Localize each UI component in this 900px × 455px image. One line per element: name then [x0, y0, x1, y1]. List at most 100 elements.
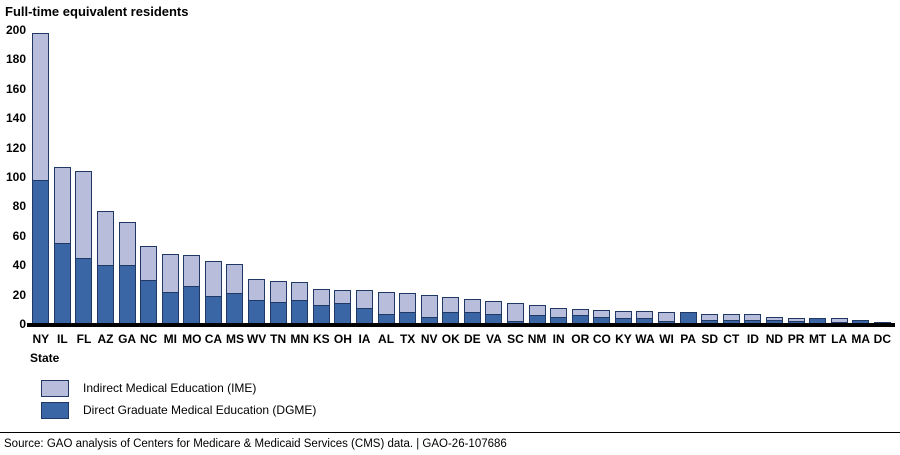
x-tick-label: WA: [635, 332, 655, 346]
legend: Indirect Medical Education (IME) Direct …: [41, 378, 316, 422]
ime-segment: [53, 167, 71, 243]
bar-ok: [442, 297, 460, 324]
ime-segment: [312, 289, 330, 305]
x-tick-label: MA: [851, 332, 871, 346]
x-tick-label: KS: [312, 332, 330, 346]
bar-fl: [75, 171, 93, 324]
bar-tn: [269, 281, 287, 324]
y-tick-label: 20: [12, 287, 26, 302]
bar-sc: [507, 303, 524, 324]
y-tick-label: 160: [5, 81, 26, 96]
ime-segment: [140, 246, 158, 280]
ime-segment: [722, 314, 740, 320]
legend-label-dgme: Direct Graduate Medical Education (DGME): [83, 403, 317, 417]
bar-column: [181, 30, 203, 324]
y-tick-label: 200: [5, 23, 26, 37]
ime-segment: [291, 282, 309, 300]
bar-nc: [140, 246, 158, 324]
bar-nv: [420, 295, 438, 324]
ime-segment: [765, 317, 783, 320]
x-tick-label: SD: [701, 332, 719, 346]
x-tick-label: OK: [441, 332, 460, 346]
ime-segment: [355, 290, 373, 308]
bar-va: [485, 301, 503, 324]
bar-column: [742, 30, 764, 324]
x-tick-label: MN: [290, 332, 310, 346]
y-tick-label: 100: [5, 170, 26, 184]
bar-column: [311, 30, 333, 324]
ime-segment: [485, 301, 503, 314]
bar-mo: [183, 255, 201, 324]
x-axis-title: State: [30, 351, 60, 365]
ime-segment: [614, 311, 632, 318]
dgme-segment: [248, 300, 266, 324]
dgme-swatch: [41, 401, 69, 419]
bar-column: [224, 30, 246, 324]
dgme-segment: [183, 286, 201, 324]
bar-column: [52, 30, 74, 324]
x-tick-label: NM: [527, 332, 547, 346]
bar-ks: [312, 289, 330, 324]
bar-column: [375, 30, 397, 324]
bar-column: [785, 30, 807, 324]
bar-or: [571, 309, 589, 324]
bar-co: [593, 310, 611, 324]
bar-column: [872, 30, 894, 324]
bar-nm: [528, 305, 546, 324]
bar-column: [116, 30, 138, 324]
bar-ia: [355, 290, 373, 324]
x-tick-label: CT: [723, 332, 740, 346]
x-tick-label: TN: [270, 332, 287, 346]
bar-column: [807, 30, 829, 324]
x-tick-label: IA: [358, 332, 371, 346]
bar-in: [550, 308, 568, 324]
y-tick-label: 0: [19, 317, 26, 331]
ime-segment: [658, 312, 676, 321]
bar-ga: [118, 222, 136, 324]
bar-mi: [161, 254, 179, 324]
dgme-segment: [226, 293, 244, 324]
bar-al: [377, 292, 395, 324]
bar-column: [483, 30, 505, 324]
y-tick-label: 180: [5, 52, 26, 67]
bar-ny: [32, 33, 50, 324]
bar-column: [289, 30, 311, 324]
dgme-segment: [75, 258, 93, 324]
bar-az: [97, 211, 115, 324]
legend-item-dgme: Direct Graduate Medical Education (DGME): [41, 400, 316, 420]
dgme-segment: [118, 265, 136, 324]
ime-segment: [528, 305, 546, 315]
x-tick-label: WI: [659, 332, 674, 346]
bar-de: [463, 299, 481, 324]
x-tick-label: CO: [592, 332, 611, 346]
x-tick-label: DE: [464, 332, 481, 346]
y-tick-label: 40: [12, 258, 26, 273]
bar-column: [699, 30, 721, 324]
x-tick-label: PA: [680, 332, 697, 346]
ime-segment: [183, 255, 201, 286]
x-tick-label: TX: [399, 332, 416, 346]
ime-segment: [571, 309, 589, 315]
ime-segment: [248, 279, 266, 300]
x-tick-label: GA: [118, 332, 137, 346]
bar-column: [591, 30, 613, 324]
dgme-segment: [312, 305, 330, 324]
ime-segment: [442, 297, 460, 312]
bar-column: [354, 30, 376, 324]
bar-column: [656, 30, 678, 324]
y-tick-label: 60: [12, 228, 26, 243]
bar-column: [764, 30, 786, 324]
y-tick-label: 120: [5, 140, 26, 155]
x-tick-label: WV: [246, 332, 267, 346]
bar-mn: [291, 282, 309, 324]
chart-title: Full-time equivalent residents: [5, 4, 189, 19]
dgme-segment: [32, 180, 50, 324]
bar-column: [440, 30, 462, 324]
dgme-segment: [334, 303, 352, 324]
ime-segment: [550, 308, 568, 317]
bar-il: [53, 167, 71, 324]
x-tick-label: IN: [552, 332, 565, 346]
x-axis-labels: NY IL FL AZ GA NC MI MO CA MS WV TN MN KS OH IA AL TX NV OK…: [30, 332, 893, 346]
ime-segment: [636, 311, 654, 318]
